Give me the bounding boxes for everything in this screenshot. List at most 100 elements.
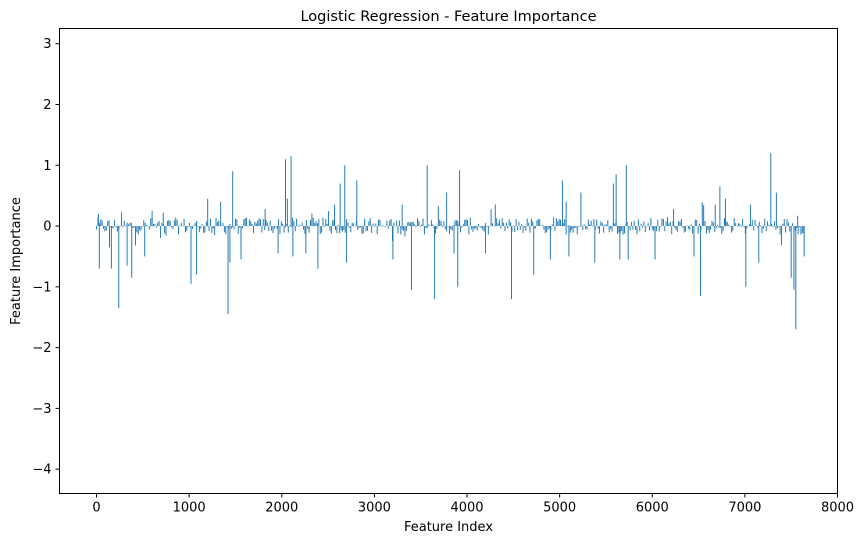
- bar: [485, 223, 487, 227]
- bar: [718, 226, 720, 228]
- bar: [314, 223, 316, 227]
- bar: [612, 183, 614, 227]
- x-tick-label: 4000: [450, 501, 483, 516]
- bar: [795, 226, 797, 330]
- bar: [176, 219, 178, 227]
- bar: [109, 226, 110, 248]
- bar: [579, 226, 581, 227]
- bar: [151, 210, 153, 227]
- bar: [264, 209, 266, 227]
- bar: [130, 222, 132, 227]
- bar: [455, 220, 457, 227]
- bar: [293, 220, 295, 227]
- bar: [797, 215, 799, 227]
- bar: [568, 226, 570, 257]
- bar: [348, 226, 350, 228]
- bar: [121, 212, 123, 227]
- bar: [490, 209, 492, 227]
- bar: [607, 220, 609, 227]
- bar: [215, 217, 217, 227]
- bar: [403, 226, 405, 231]
- bar: [401, 226, 403, 230]
- bar: [636, 226, 638, 235]
- bar: [451, 226, 453, 231]
- bar: [132, 226, 134, 229]
- bar: [380, 226, 382, 227]
- bar: [343, 226, 345, 230]
- bar: [592, 225, 594, 227]
- bar: [772, 226, 774, 228]
- bar: [266, 222, 268, 227]
- y-tick-label: 2: [43, 98, 51, 113]
- bar: [469, 217, 471, 227]
- bar: [530, 218, 532, 227]
- bar: [560, 219, 562, 227]
- bar: [479, 226, 481, 228]
- bar: [129, 222, 131, 227]
- bar: [443, 221, 445, 227]
- bar: [179, 225, 181, 227]
- bar: [500, 226, 502, 229]
- bar: [507, 226, 509, 229]
- y-tick-label: 1: [43, 159, 51, 174]
- bar: [492, 223, 493, 227]
- y-tick-label: −1: [32, 280, 51, 295]
- bar: [346, 218, 348, 227]
- bar: [405, 226, 407, 232]
- bar: [168, 219, 170, 227]
- bar: [190, 226, 192, 284]
- bar: [562, 222, 564, 227]
- x-tick-label: 7000: [728, 501, 761, 516]
- bar: [253, 226, 255, 234]
- bar: [315, 221, 317, 227]
- bar: [251, 223, 253, 227]
- bar: [310, 219, 311, 227]
- bar: [255, 223, 257, 227]
- bar: [776, 226, 778, 229]
- bar: [157, 222, 159, 227]
- bar: [346, 226, 348, 263]
- bar: [747, 226, 749, 227]
- bar: [173, 220, 175, 227]
- bar: [450, 226, 452, 230]
- bar: [298, 224, 300, 227]
- bar: [590, 220, 592, 227]
- bar: [265, 219, 267, 227]
- bar: [426, 165, 428, 227]
- bar: [397, 226, 399, 234]
- bar: [522, 226, 524, 234]
- bar: [133, 226, 135, 228]
- bar: [230, 226, 232, 229]
- bar: [482, 226, 484, 231]
- bar: [419, 226, 421, 227]
- bar: [356, 180, 358, 227]
- bar: [703, 205, 705, 227]
- bar: [778, 225, 780, 227]
- bar: [529, 226, 531, 233]
- plot-frame: [59, 28, 838, 494]
- bar: [546, 226, 548, 233]
- bar: [675, 226, 677, 230]
- bar: [779, 226, 781, 235]
- bar: [626, 222, 628, 227]
- bar: [268, 226, 270, 232]
- bar: [510, 222, 512, 227]
- bar: [505, 222, 507, 227]
- bar: [98, 223, 100, 227]
- bar: [158, 221, 160, 227]
- bar: [364, 218, 366, 227]
- bar: [476, 226, 478, 231]
- bar: [535, 226, 537, 229]
- bar: [653, 226, 655, 232]
- bar: [169, 220, 171, 227]
- bar: [261, 226, 263, 233]
- bar: [264, 226, 266, 230]
- bar: [693, 226, 695, 257]
- bar: [296, 218, 298, 227]
- bar: [692, 226, 694, 234]
- bar: [705, 226, 707, 234]
- bar: [685, 226, 687, 232]
- bar: [504, 226, 506, 232]
- bar: [549, 226, 551, 260]
- bar: [699, 226, 701, 296]
